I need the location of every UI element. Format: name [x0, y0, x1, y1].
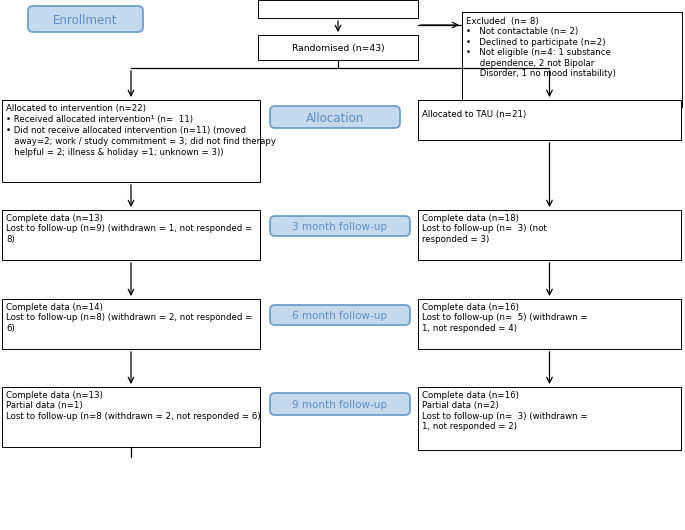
- Text: 9 month follow-up: 9 month follow-up: [292, 400, 388, 410]
- Text: Allocation: Allocation: [306, 111, 364, 125]
- Bar: [2, 387, 260, 447]
- Bar: [2, 299, 260, 349]
- FancyBboxPatch shape: [270, 216, 410, 236]
- FancyBboxPatch shape: [270, 393, 410, 415]
- Text: Complete data (n=16)
Lost to follow-up (n=  5) (withdrawn =
1, not responded = 4: Complete data (n=16) Lost to follow-up (…: [422, 303, 588, 333]
- Text: away=2; work / study commitment = 3; did not find therapy: away=2; work / study commitment = 3; did…: [6, 137, 276, 146]
- Text: Excluded  (n= 8)
•   Not contactable (n= 2)
•   Declined to participate (n=2)
• : Excluded (n= 8) • Not contactable (n= 2)…: [466, 17, 616, 78]
- Text: Enrollment: Enrollment: [53, 13, 118, 26]
- Bar: [2, 210, 260, 260]
- Bar: [418, 100, 681, 140]
- Text: Allocated to TAU (n=21): Allocated to TAU (n=21): [422, 110, 526, 119]
- Text: • Did not receive allocated intervention (n=11) (moved: • Did not receive allocated intervention…: [6, 126, 246, 135]
- Text: Allocated to intervention (n=22): Allocated to intervention (n=22): [6, 104, 146, 113]
- Bar: [462, 12, 682, 107]
- Text: Complete data (n=13)
Partial data (n=1)
Lost to follow-up (n=8 (withdrawn = 2, n: Complete data (n=13) Partial data (n=1) …: [6, 391, 260, 421]
- Text: 3 month follow-up: 3 month follow-up: [292, 222, 388, 232]
- Bar: [258, 0, 418, 18]
- Text: Randomised (n=43): Randomised (n=43): [292, 44, 384, 53]
- FancyBboxPatch shape: [28, 6, 143, 32]
- Bar: [418, 387, 681, 450]
- Text: 6 month follow-up: 6 month follow-up: [292, 311, 388, 321]
- FancyBboxPatch shape: [270, 305, 410, 325]
- Text: Complete data (n=18)
Lost to follow-up (n=  3) (not
responded = 3): Complete data (n=18) Lost to follow-up (…: [422, 214, 547, 244]
- Text: Complete data (n=14)
Lost to follow-up (n=8) (withdrawn = 2, not responded =
6): Complete data (n=14) Lost to follow-up (…: [6, 303, 252, 333]
- Bar: [2, 100, 260, 182]
- FancyBboxPatch shape: [270, 106, 400, 128]
- Bar: [418, 210, 681, 260]
- Text: helpful = 2; illness & holiday =1; unknown = 3)): helpful = 2; illness & holiday =1; unkno…: [6, 148, 223, 157]
- Text: Complete data (n=16)
Partial data (n=2)
Lost to follow-up (n=  3) (withdrawn =
1: Complete data (n=16) Partial data (n=2) …: [422, 391, 588, 431]
- Bar: [258, 35, 418, 60]
- Text: Complete data (n=13)
Lost to follow-up (n=9) (withdrawn = 1, not responded =
8): Complete data (n=13) Lost to follow-up (…: [6, 214, 252, 244]
- Bar: [418, 299, 681, 349]
- Text: • Received allocated intervention¹ (n=  11): • Received allocated intervention¹ (n= 1…: [6, 115, 193, 124]
